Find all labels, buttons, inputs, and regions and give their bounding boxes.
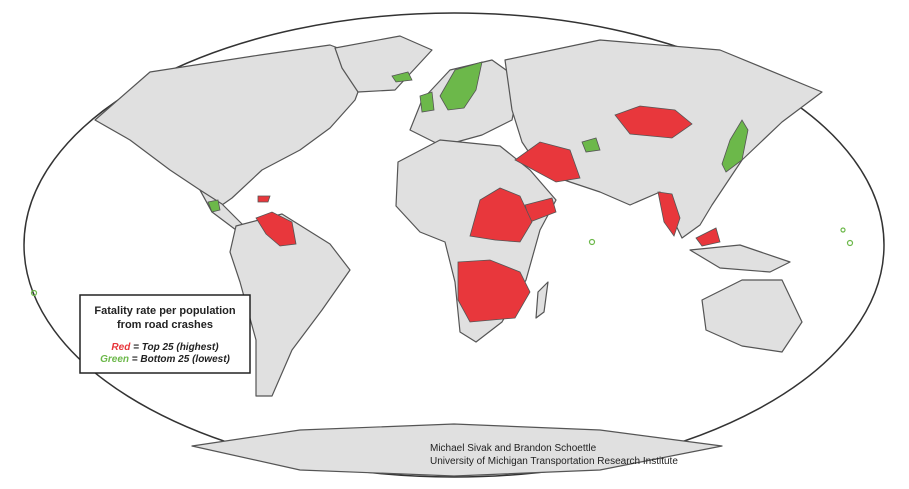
green-island bbox=[840, 227, 846, 233]
green-country bbox=[721, 119, 749, 173]
greenland bbox=[334, 35, 433, 93]
credit: Michael Sivak and Brandon Schoettle bbox=[430, 443, 597, 454]
green-island bbox=[588, 238, 596, 246]
red-country bbox=[257, 195, 271, 203]
australia bbox=[701, 279, 803, 353]
red-country bbox=[514, 141, 581, 183]
legend-box bbox=[79, 294, 251, 374]
continents bbox=[94, 35, 823, 477]
indonesia bbox=[689, 244, 791, 273]
red-country bbox=[255, 211, 297, 247]
south-america bbox=[229, 213, 351, 397]
antarctica bbox=[191, 423, 723, 477]
green-country bbox=[419, 91, 435, 113]
credit: University of Michigan Transportation Re… bbox=[430, 456, 678, 467]
red-country bbox=[657, 191, 681, 237]
red-country bbox=[457, 259, 531, 323]
green-country bbox=[581, 137, 601, 153]
legend-key: Red bbox=[111, 342, 131, 353]
green-country bbox=[391, 71, 413, 83]
green-island bbox=[30, 289, 38, 297]
highlighted-countries bbox=[30, 61, 854, 323]
legend-key: Green bbox=[100, 354, 129, 365]
north-america bbox=[94, 44, 371, 213]
legend-title: from road crashes bbox=[117, 319, 213, 331]
green-island bbox=[846, 239, 854, 247]
legend-text: = Top 25 (highest) bbox=[133, 342, 219, 353]
red-country bbox=[695, 227, 721, 247]
legend-item: Green = Bottom 25 (lowest) bbox=[100, 354, 230, 365]
green-country bbox=[439, 61, 483, 111]
legend-text: = Bottom 25 (lowest) bbox=[132, 354, 231, 365]
legend-title: Fatality rate per population bbox=[94, 305, 235, 317]
madagascar bbox=[535, 281, 549, 319]
legend-item: Red = Top 25 (highest) bbox=[111, 342, 219, 353]
red-country bbox=[469, 187, 533, 243]
green-country bbox=[207, 199, 221, 213]
red-country bbox=[614, 105, 693, 139]
